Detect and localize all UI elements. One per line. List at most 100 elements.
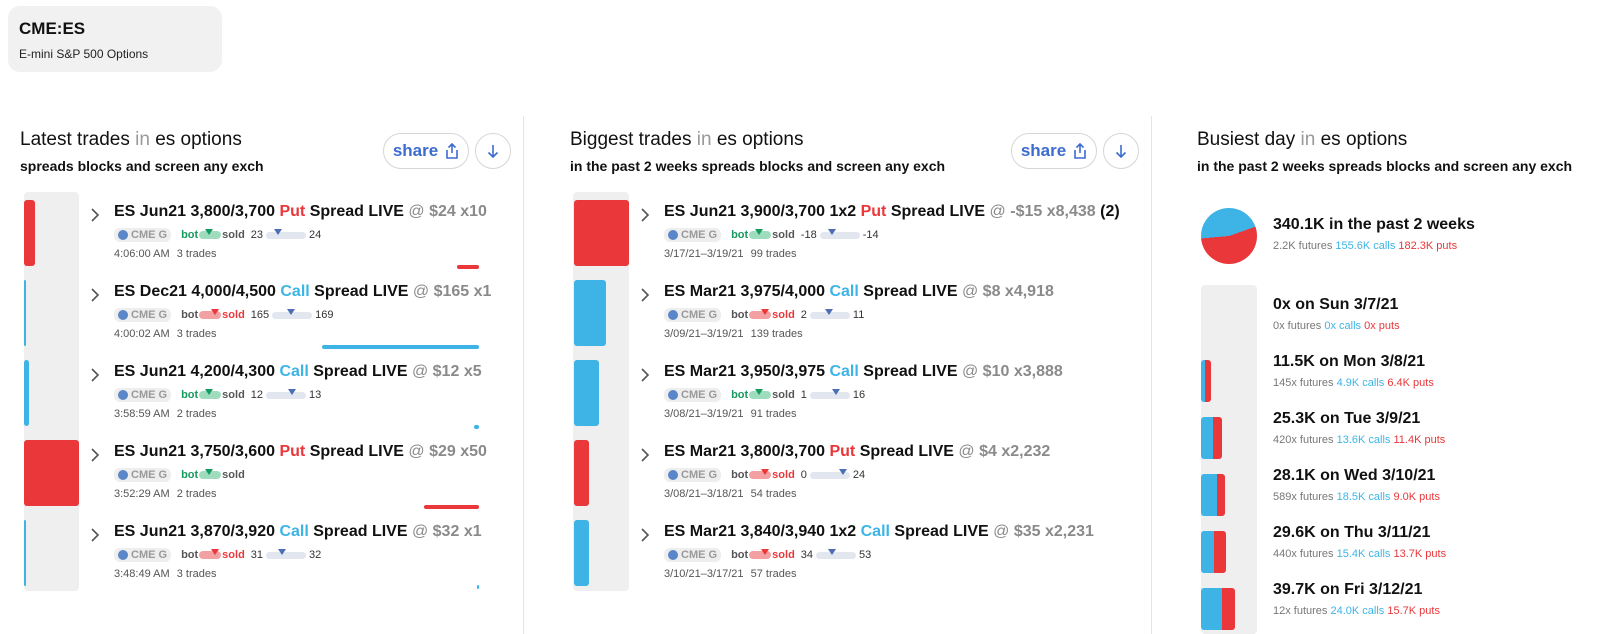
day-headline: 0x on Sun 3/7/21 xyxy=(1273,296,1399,313)
ticker-card[interactable]: CME:ES E-mini S&P 500 Options xyxy=(8,6,222,72)
trade-at: @ xyxy=(411,363,429,380)
chevron-right-icon[interactable] xyxy=(89,207,101,223)
trade-quantity: x4,918 xyxy=(1004,283,1054,300)
panel-subtitle[interactable]: in the past 2 weeks spreads blocks and s… xyxy=(1197,158,1573,174)
title-target[interactable]: es options xyxy=(155,129,242,150)
range-high: -14 xyxy=(862,229,879,241)
chevron-right-icon[interactable] xyxy=(89,447,101,463)
trade-title[interactable]: ES Mar21 3,950/3,975 Call Spread LIVE @ … xyxy=(664,363,1063,381)
day-puts: 0x puts xyxy=(1364,320,1400,332)
trade-time: 3/08/21–3/18/21 54 trades xyxy=(664,488,796,500)
chevron-right-icon[interactable] xyxy=(639,527,651,543)
trade-time: 4:00:02 AM 3 trades xyxy=(114,328,216,340)
chevron-right-icon[interactable] xyxy=(639,367,651,383)
chevron-right-icon[interactable] xyxy=(89,367,101,383)
day-futures: 420x futures xyxy=(1273,434,1334,446)
sold-label: sold xyxy=(772,229,795,241)
trade-title[interactable]: ES Mar21 3,800/3,700 Put Spread LIVE @ $… xyxy=(664,443,1050,461)
chevron-right-icon[interactable] xyxy=(89,527,101,543)
trade-count: 99 trades xyxy=(750,248,797,260)
trade-count: 57 trades xyxy=(750,568,797,580)
download-button[interactable] xyxy=(475,133,511,169)
title-target[interactable]: es options xyxy=(716,129,804,150)
title-in: in xyxy=(1300,129,1316,150)
trade-meta: CME G bot sold 2 11 xyxy=(664,307,864,323)
trade-title[interactable]: ES Jun21 4,200/4,300 Call Spread LIVE @ … xyxy=(114,363,482,381)
trade-time: 4:06:00 AM 3 trades xyxy=(114,248,216,260)
exchange-label: CME G xyxy=(681,229,718,241)
day-puts-bar xyxy=(1212,417,1223,459)
trade-count: 91 trades xyxy=(750,408,797,420)
bot-sold-indicator xyxy=(199,309,222,319)
trade-instrument: ES Mar21 3,840/3,940 1x2 xyxy=(664,523,857,540)
day-calls: 13.6K calls xyxy=(1336,434,1391,446)
trade-under-bar xyxy=(477,585,479,589)
trade-price: $8 xyxy=(982,283,1001,300)
range-high: 169 xyxy=(315,309,334,321)
day-calls-bar xyxy=(1201,474,1217,516)
trade-title[interactable]: ES Mar21 3,840/3,940 1x2 Call Spread LIV… xyxy=(664,523,1094,541)
trade-price: $10 xyxy=(982,363,1010,380)
share-button[interactable]: share xyxy=(1011,133,1097,169)
download-button[interactable] xyxy=(1103,133,1139,169)
calls-puts-pie xyxy=(1201,208,1257,264)
day-futures: 0x futures xyxy=(1273,320,1322,332)
ticker-description: E-mini S&P 500 Options xyxy=(19,47,149,61)
trade-timestamp: 3/08/21–3/19/21 xyxy=(664,408,744,420)
trade-price: -$15 xyxy=(1010,203,1043,220)
download-icon xyxy=(1115,145,1127,159)
trade-under-bar xyxy=(322,345,479,349)
trade-title[interactable]: ES Mar21 3,975/4,000 Call Spread LIVE @ … xyxy=(664,283,1054,301)
trade-title[interactable]: ES Jun21 3,870/3,920 Call Spread LIVE @ … xyxy=(114,523,482,541)
trade-timestamp: 3:52:29 AM xyxy=(114,488,170,500)
exchange-badge: CME G xyxy=(114,548,172,562)
chevron-right-icon[interactable] xyxy=(89,287,101,303)
share-button[interactable]: share xyxy=(383,133,469,169)
day-futures: 12x futures xyxy=(1273,605,1328,617)
title-target[interactable]: es options xyxy=(1320,129,1408,150)
trade-instrument: ES Mar21 3,950/3,975 xyxy=(664,363,826,380)
globe-icon xyxy=(118,550,128,560)
day-puts-bar xyxy=(1214,531,1226,573)
trade-under-bar xyxy=(457,265,479,269)
trade-title[interactable]: ES Jun21 3,900/3,700 1x2 Put Spread LIVE… xyxy=(664,203,1120,221)
sold-label: sold xyxy=(772,309,795,321)
day-puts: 9.0K puts xyxy=(1393,491,1440,503)
exchange-label: CME G xyxy=(131,309,168,321)
range-low: 1 xyxy=(800,389,807,401)
chevron-right-icon[interactable] xyxy=(639,287,651,303)
trade-quantity: x2,231 xyxy=(1044,523,1094,540)
sold-label: sold xyxy=(772,549,795,561)
trade-title[interactable]: ES Jun21 3,800/3,700 Put Spread LIVE @ $… xyxy=(114,203,487,221)
bot-label: bot xyxy=(731,229,749,241)
trade-title[interactable]: ES Jun21 3,750/3,600 Put Spread LIVE @ $… xyxy=(114,443,487,461)
sold-label: sold xyxy=(222,229,245,241)
range-low: 2 xyxy=(800,309,807,321)
globe-icon xyxy=(668,470,678,480)
summary-futures: 2.2K futures xyxy=(1273,240,1333,252)
range-low: 23 xyxy=(250,229,264,241)
trade-count: 3 trades xyxy=(176,248,217,260)
trade-meta: CME G bot sold 23 24 xyxy=(114,227,321,243)
bot-sold-indicator xyxy=(749,229,772,239)
panel-subtitle[interactable]: in the past 2 weeks spreads blocks and s… xyxy=(570,158,946,174)
trade-size-bar xyxy=(24,520,26,586)
exchange-badge: CME G xyxy=(114,388,172,402)
trade-type: Spread LIVE xyxy=(313,523,408,540)
chevron-right-icon[interactable] xyxy=(639,207,651,223)
trade-meta: CME G bot sold 31 32 xyxy=(114,547,321,563)
share-label: share xyxy=(392,141,439,160)
trade-count: 3 trades xyxy=(176,568,217,580)
trade-price: $24 xyxy=(429,203,456,220)
globe-icon xyxy=(118,390,128,400)
trade-size-bar xyxy=(574,360,599,426)
exchange-label: CME G xyxy=(131,549,168,561)
trade-quantity: x3,888 xyxy=(1013,363,1063,380)
trade-title[interactable]: ES Dec21 4,000/4,500 Call Spread LIVE @ … xyxy=(114,283,491,301)
panel-subtitle[interactable]: spreads blocks and screen any exch xyxy=(20,158,264,174)
chevron-right-icon[interactable] xyxy=(639,447,651,463)
trade-price: $165 xyxy=(433,283,470,300)
day-futures: 589x futures xyxy=(1273,491,1334,503)
trade-size-bar xyxy=(24,360,29,426)
trade-time: 3/08/21–3/19/21 91 trades xyxy=(664,408,796,420)
